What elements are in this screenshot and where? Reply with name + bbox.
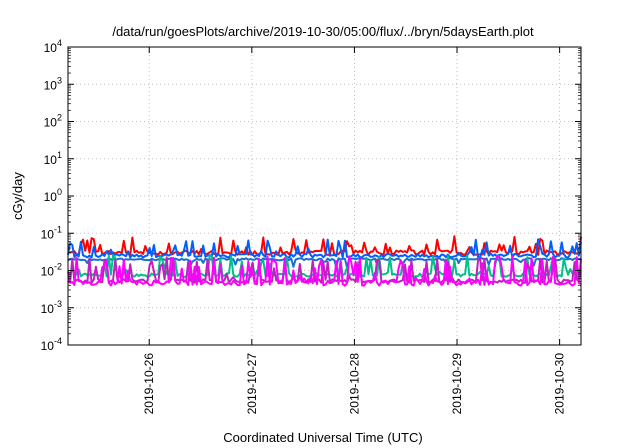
y-axis-label: cGy/day bbox=[10, 172, 25, 220]
x-tick-label: 2019-10-27 bbox=[245, 353, 259, 415]
y-tick-label: 10-1 bbox=[41, 224, 62, 241]
series-layer bbox=[67, 235, 582, 287]
y-axis: 10-4 10-3 10-2 10-1 100 101 102 103 104 bbox=[41, 38, 581, 353]
x-axis: 2019-10-26 2019-10-27 2019-10-28 2019-10-29… bbox=[142, 47, 567, 415]
series-line-5 bbox=[67, 256, 582, 284]
y-tick-label: 10-3 bbox=[41, 299, 62, 316]
series-line-1 bbox=[67, 235, 582, 256]
y-tick-label: 102 bbox=[44, 113, 62, 130]
y-tick-label: 103 bbox=[44, 75, 62, 92]
y-tick-label: 101 bbox=[44, 150, 62, 167]
x-tick-label: 2019-10-30 bbox=[553, 353, 567, 415]
y-tick-label: 104 bbox=[44, 38, 62, 55]
x-tick-label: 2019-10-28 bbox=[347, 353, 361, 415]
series-line-6 bbox=[67, 255, 582, 287]
y-tick-label: 10-4 bbox=[41, 336, 62, 353]
x-tick-label: 2019-10-26 bbox=[142, 353, 156, 415]
series-line-2 bbox=[67, 238, 582, 259]
x-tick-label: 2019-10-29 bbox=[450, 353, 464, 415]
grid bbox=[68, 47, 581, 345]
x-axis-label: Coordinated Universal Time (UTC) bbox=[223, 430, 422, 445]
y-tick-label: 100 bbox=[44, 187, 62, 204]
chart-title: /data/run/goesPlots/archive/2019-10-30/0… bbox=[112, 24, 534, 39]
y-tick-label: 10-2 bbox=[41, 262, 62, 279]
